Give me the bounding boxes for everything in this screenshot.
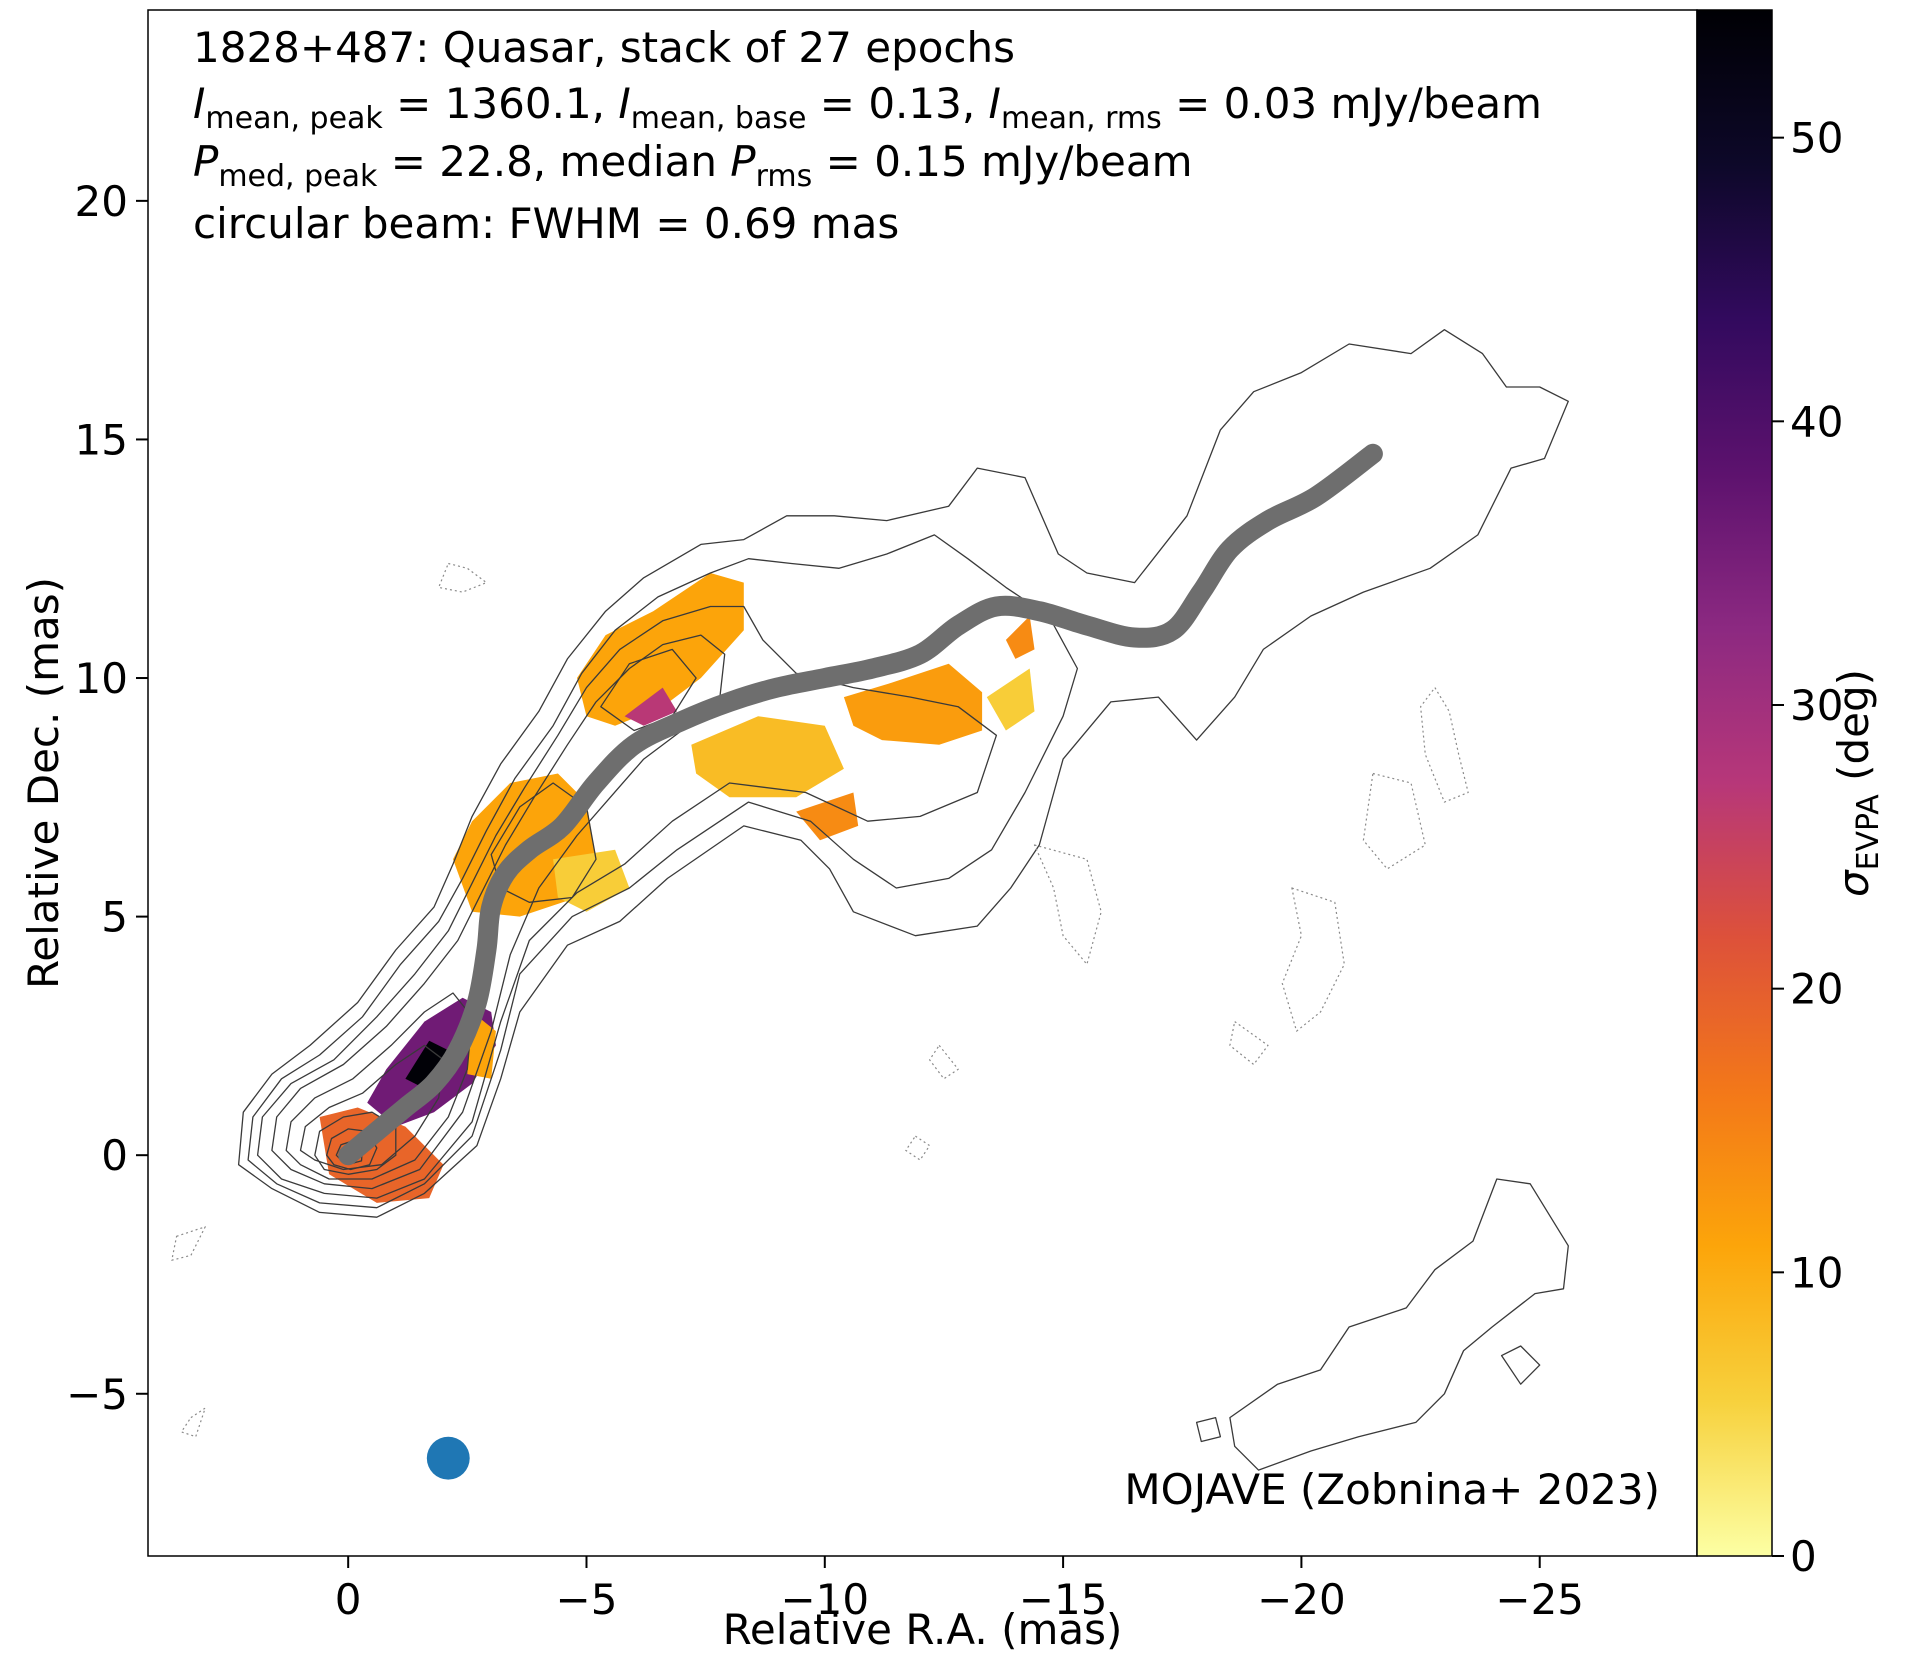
evpa-region-9 bbox=[843, 663, 983, 745]
x-axis-label: Relative R.A. (mas) bbox=[723, 1605, 1123, 1654]
x-tick-label: 0 bbox=[335, 1575, 362, 1624]
y-axis: −5 0 5 10 15 20 bbox=[66, 177, 148, 1419]
negative-contour-20 bbox=[929, 1044, 959, 1080]
colorbar-label-sub: EVPA bbox=[1851, 794, 1886, 871]
annotation-title: 1828+487: Quasar, stack of 27 epochs bbox=[193, 23, 1015, 72]
contour-13 bbox=[1195, 1416, 1222, 1443]
x-tick-label: −25 bbox=[1495, 1575, 1584, 1624]
negative-contour-18 bbox=[1281, 887, 1345, 1032]
beam-marker bbox=[426, 1436, 470, 1480]
contour-1 bbox=[247, 534, 1079, 1209]
contour-11 bbox=[1229, 1178, 1569, 1471]
x-tick-label: −10 bbox=[780, 1575, 869, 1624]
x-axis: 0 −5 −10 −15 −20 −25 bbox=[335, 1556, 1584, 1624]
colorbar-tick-label: 50 bbox=[1790, 114, 1843, 163]
p-peak-value: = 22.8, median bbox=[377, 137, 730, 186]
p-peak-symbol: P bbox=[193, 137, 219, 186]
p-rms-symbol: P bbox=[730, 137, 756, 186]
colorbar-label-unit: (deg) bbox=[1829, 669, 1878, 794]
evpa-region-11 bbox=[796, 792, 859, 841]
i-peak-value: = 1360.1, bbox=[383, 79, 619, 128]
annotation-beam: circular beam: FWHM = 0.69 mas bbox=[193, 199, 899, 248]
beam-circle bbox=[426, 1436, 470, 1480]
contour-12 bbox=[1500, 1345, 1541, 1385]
contour-9 bbox=[326, 1128, 378, 1171]
credit-label: MOJAVE (Zobnina+ 2023) bbox=[1124, 1465, 1660, 1514]
i-rms-value: = 0.03 mJy/beam bbox=[1162, 79, 1542, 128]
evpa-region-8 bbox=[691, 716, 844, 798]
i-peak-symbol: I bbox=[193, 79, 205, 128]
plot-area bbox=[147, 9, 1698, 1557]
contour-5 bbox=[600, 648, 697, 732]
i-peak-sub: mean, peak bbox=[205, 101, 383, 136]
y-tick-label: 5 bbox=[101, 893, 128, 942]
negative-contour-16 bbox=[1362, 772, 1426, 870]
evpa-region-7 bbox=[624, 687, 677, 726]
ridge-line-path bbox=[338, 443, 1383, 1166]
p-rms-value: = 0.15 mJy/beam bbox=[812, 137, 1192, 186]
colorbar-tick-label: 10 bbox=[1790, 1248, 1843, 1297]
negative-contour-23 bbox=[905, 1135, 931, 1161]
y-tick-label: 15 bbox=[75, 415, 128, 464]
colorbar-tick-label: 30 bbox=[1790, 681, 1843, 730]
negative-contour-14 bbox=[438, 562, 487, 593]
annotation-polarization: Pmed, peak = 22.8, median Prms = 0.15 mJ… bbox=[193, 137, 1193, 194]
colorbar-tick-label: 0 bbox=[1790, 1532, 1817, 1581]
colorbar-tick-label: 20 bbox=[1790, 965, 1843, 1014]
colorbar-label-symbol: σ bbox=[1829, 869, 1878, 897]
evpa-region-12 bbox=[1005, 616, 1035, 659]
contour-8 bbox=[314, 1111, 397, 1175]
contour-3 bbox=[271, 634, 726, 1190]
i-rms-symbol: I bbox=[989, 79, 1001, 128]
colorbar: 0 10 20 30 40 50 σEVPA (deg) bbox=[1696, 9, 1886, 1581]
contour-0 bbox=[237, 329, 1569, 1218]
p-rms-sub: rms bbox=[756, 159, 813, 194]
i-rms-sub: mean, rms bbox=[1001, 101, 1162, 136]
y-axis-label: Relative Dec. (mas) bbox=[19, 577, 68, 989]
colorbar-label: σEVPA (deg) bbox=[1829, 669, 1886, 897]
ridge-line bbox=[338, 443, 1383, 1166]
colorbar-tick-label: 40 bbox=[1790, 397, 1843, 446]
i-base-value: = 0.13, bbox=[806, 79, 988, 128]
i-base-sub: mean, base bbox=[631, 101, 807, 136]
y-tick-label: 20 bbox=[75, 177, 128, 226]
y-tick-label: −5 bbox=[66, 1370, 128, 1419]
evpa-region-5 bbox=[553, 849, 630, 912]
intensity-contours bbox=[171, 329, 1569, 1471]
negative-contour-22 bbox=[180, 1407, 206, 1438]
x-tick-label: −20 bbox=[1257, 1575, 1346, 1624]
p-peak-sub: med, peak bbox=[218, 159, 378, 194]
annotations: 1828+487: Quasar, stack of 27 epochs Ime… bbox=[193, 23, 1660, 1514]
evpa-region-10 bbox=[986, 668, 1035, 731]
i-base-symbol: I bbox=[618, 79, 630, 128]
negative-contour-21 bbox=[171, 1226, 206, 1261]
colorbar-gradient bbox=[1696, 9, 1773, 1557]
y-tick-label: 0 bbox=[101, 1131, 128, 1180]
colorbar-ticks: 0 10 20 30 40 50 bbox=[1772, 114, 1843, 1581]
x-tick-label: −5 bbox=[556, 1575, 618, 1624]
negative-contour-15 bbox=[1420, 687, 1469, 803]
annotation-intensity: Imean, peak = 1360.1, Imean, base = 0.13… bbox=[193, 79, 1542, 136]
contour-2 bbox=[256, 605, 998, 1199]
y-tick-label: 10 bbox=[75, 654, 128, 703]
evpa-region-6 bbox=[577, 573, 744, 726]
x-tick-label: −15 bbox=[1019, 1575, 1108, 1624]
contour-4 bbox=[490, 782, 597, 903]
plot-background bbox=[148, 10, 1697, 1556]
